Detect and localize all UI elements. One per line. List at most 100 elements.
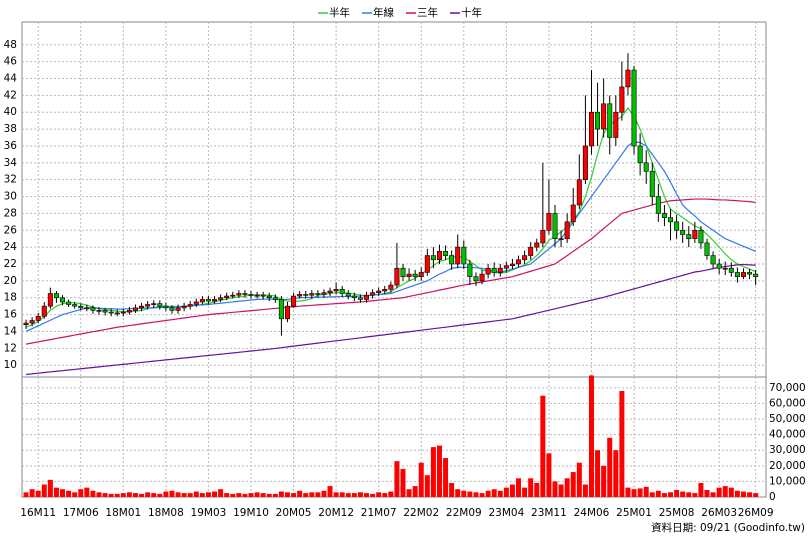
candle-body [436,251,442,261]
volume-bar [370,493,376,497]
candle-body [339,289,345,294]
candle-body [193,301,199,305]
candle-body [345,293,351,297]
candle-body [716,263,722,269]
volume-bar [631,489,637,497]
candle-body [278,299,284,320]
y-tick-label: 40 [4,106,17,118]
candle-body [382,289,388,292]
candle-body [84,307,90,310]
x-tick-label: 21M07 [361,507,397,519]
volume-bar [588,375,594,497]
candle-body [412,273,418,277]
volume-bar [436,445,442,497]
volume-bar [503,487,509,497]
candle-body [625,69,631,88]
volume-bar [534,482,540,497]
volume-bar [564,478,570,497]
candle-body [66,301,72,305]
volume-bar [23,492,29,497]
candle-body [692,229,698,240]
candle-body [291,295,297,307]
candle-body [212,299,218,302]
y-tick-label: 44 [4,72,18,84]
candle-body [114,312,120,315]
candle-body [205,299,211,302]
volume-bar [41,484,47,497]
candle-body [47,293,53,307]
volume-bar [613,450,619,497]
volume-bar [84,487,90,497]
volume-bar [582,484,588,497]
volume-bar [224,493,230,497]
x-tick-label: 20M12 [318,507,354,519]
volume-bar [199,493,205,497]
candle-body [72,304,78,307]
volume-bar [278,491,284,497]
candle-body [120,311,126,314]
candle-body [90,307,96,311]
volume-bar [649,492,655,497]
volume-bar [333,492,339,497]
candle-body [461,246,467,265]
volume-bar [722,486,728,497]
volume-bar [540,395,546,497]
volume-bar [364,493,370,497]
x-tick-label: 23M04 [488,507,524,519]
volume-bar [236,493,242,497]
volume-bar [491,489,497,497]
volume-bar [266,493,272,497]
volume-bar [552,481,558,497]
candle-body [242,293,248,295]
candle-body [497,267,503,273]
volume-bar [522,487,528,497]
y-tick-label: 20 [4,275,17,287]
candle-body [78,305,84,309]
candle-body [655,196,661,214]
candle-body [747,272,753,275]
volume-bar [175,492,181,497]
volume-bar [132,493,138,497]
volume-bar [315,492,321,497]
y-tick-label: 30 [4,191,17,203]
volume-bar [516,478,522,497]
candle-body [753,273,759,277]
candle-body [698,229,704,244]
y-tick-label: 22 [4,258,17,270]
volume-bar [497,490,503,497]
candle-body [218,297,224,300]
volume-bar [655,490,661,497]
volume-bar [297,490,303,497]
volume-bar [321,490,327,497]
candle-body [175,307,181,311]
candle-body [357,297,363,300]
volume-bar [53,487,59,497]
candle-body [236,293,242,296]
candle-body [400,267,406,277]
volume-bar [212,491,218,497]
candle-body [619,86,625,113]
candle-body [722,267,728,270]
y2-tick-label: 60,000 [769,397,806,409]
x-tick-label: 19M10 [233,507,269,519]
legend-label: 十年 [461,6,482,19]
volume-bar [747,492,753,497]
candle-body [424,255,430,273]
volume-bar [479,493,485,497]
candle-body [327,290,333,293]
candle-body [406,273,412,277]
candle-body [199,299,205,303]
volume-bar [35,490,41,497]
y2-tick-label: 0 [769,491,776,503]
candle-body [139,305,145,309]
candle-body [516,259,522,265]
candle-body [297,294,303,297]
y-tick-label: 34 [4,157,18,169]
volume-bar [139,493,145,497]
x-tick-label: 22M09 [446,507,482,519]
volume-bar [710,492,716,497]
ma-line [25,263,756,376]
candle-body [266,295,272,299]
y2-tick-label: 40,000 [769,429,806,441]
volume-bar [181,493,187,497]
